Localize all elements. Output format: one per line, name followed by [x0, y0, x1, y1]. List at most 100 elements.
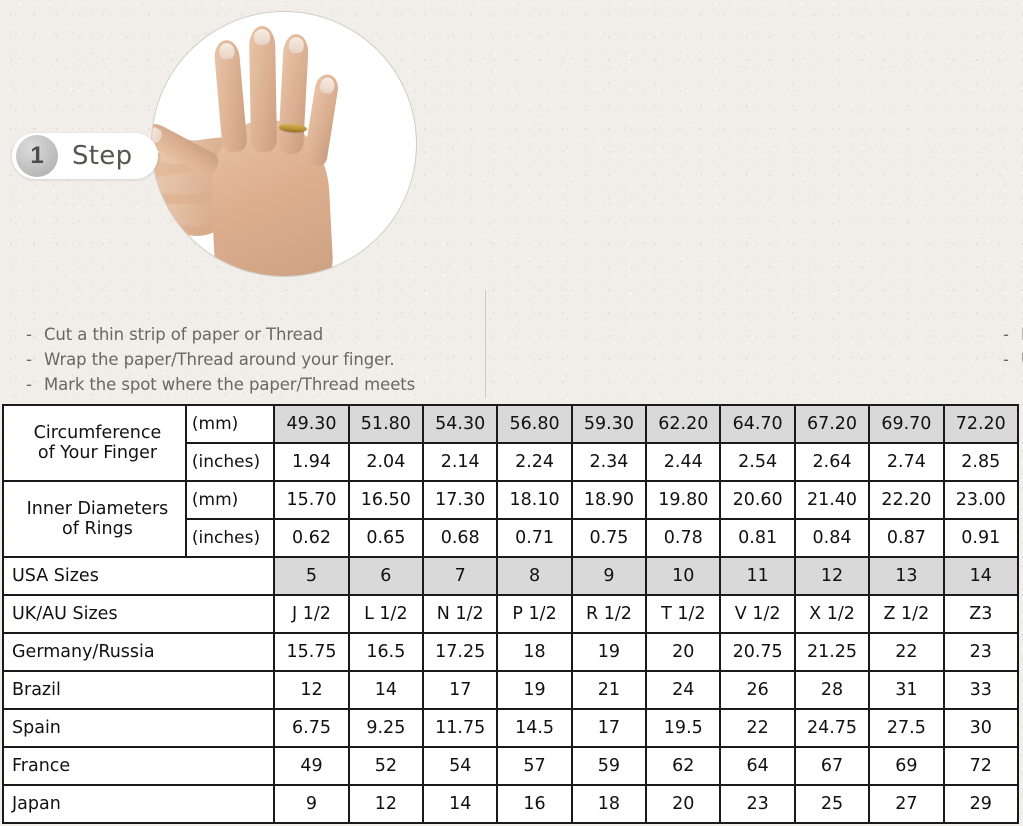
- row-header-label: Spain: [1, 708, 276, 748]
- table-cell: 62: [645, 746, 722, 786]
- table-cell: 59: [570, 746, 648, 786]
- table-cell: 72: [942, 746, 1020, 786]
- table-cell: 16.50: [347, 480, 425, 520]
- table-cell: 0.78: [645, 518, 722, 558]
- table-cell: 2.64: [793, 442, 871, 482]
- row-header-label: UK/AU Sizes: [1, 594, 276, 634]
- table-cell: 7: [422, 556, 499, 596]
- fingernail: [287, 36, 305, 54]
- table-cell: 15.70: [273, 480, 350, 520]
- table-cell: 27.5: [868, 708, 945, 748]
- table-row: Germany/Russia 15.75 16.5 17.25 18 19 20 20.75 2…: [1, 632, 1020, 672]
- table-cell: L 1/2: [347, 594, 425, 634]
- instruction-line: - Measure the length of the thread with y…: [1003, 322, 1023, 347]
- row-header-line: of Your Finger: [37, 443, 158, 463]
- table-row: France 49 52 54 57 59 62 64 67 69 72: [1, 746, 1020, 786]
- table-cell: 20.75: [719, 632, 796, 672]
- instruction-line: - Mark the spot where the paper/Thread me…: [26, 372, 415, 397]
- table-row: UK/AU Sizes J 1/2 L 1/2 N 1/2 P 1/2 R 1/2 T 1/…: [1, 594, 1020, 634]
- table-cell: 54.30: [422, 404, 499, 444]
- table-cell: 49: [273, 746, 350, 786]
- table-cell: 64: [719, 746, 796, 786]
- row-header-line: Circumference: [33, 423, 162, 443]
- table-cell: 49.30: [273, 404, 350, 444]
- table-cell: 0.84: [793, 518, 871, 558]
- bullet-dash-icon: -: [26, 325, 32, 344]
- table-cell: 22.20: [868, 480, 945, 520]
- table-cell: 56.80: [496, 404, 573, 444]
- table-cell: 0.81: [719, 518, 796, 558]
- table-cell: 19.80: [645, 480, 722, 520]
- table-row: Spain 6.75 9.25 11.75 14.5 17 19.5 22 24.75 27.5 3…: [1, 708, 1020, 748]
- table-cell: 57: [496, 746, 573, 786]
- table-cell: 9: [570, 556, 648, 596]
- row-header-label: Circumference of Your Finger: [2, 404, 187, 482]
- instruction-text: Mark the spot where the paper/Thread mee…: [44, 375, 416, 394]
- table-cell: 2.74: [868, 442, 945, 482]
- table-cell: 21.25: [793, 632, 871, 672]
- row-header-label: Germany/Russia: [1, 632, 276, 672]
- table-cell: 17.30: [422, 480, 499, 520]
- table-row: (inches) 1.94 2.04 2.14 2.24 2.34 2.44 2.54 2.64…: [3, 442, 1020, 482]
- step-1-instructions: - Cut a thin strip of paper or Thread - Wr…: [26, 322, 415, 397]
- instruction-text: Cut a thin strip of paper or Thread: [44, 325, 324, 344]
- table-cell: J 1/2: [273, 594, 350, 634]
- table-row: Inner Diameters of Rings (mm) 15.70 16.50 17.…: [2, 480, 1020, 558]
- table-cell: V 1/2: [719, 594, 796, 634]
- row-header-label: USA Sizes: [1, 556, 276, 596]
- table-cell: 6.75: [273, 708, 350, 748]
- table-cell: 67: [793, 746, 871, 786]
- table-cell: 19: [570, 632, 648, 672]
- fingernail: [253, 28, 271, 46]
- table-cell: 2.04: [347, 442, 425, 482]
- table-cell: 33: [942, 670, 1020, 710]
- table-cell: 11.75: [422, 708, 499, 748]
- table-cell: 22: [868, 632, 945, 672]
- table-cell: 11: [719, 556, 796, 596]
- table-cell: 2.34: [570, 442, 648, 482]
- table-cell: 69.70: [868, 404, 945, 444]
- table-cell: 6: [347, 556, 425, 596]
- table-cell: 19: [496, 670, 573, 710]
- table-cell: 14: [942, 556, 1020, 596]
- table-cell: 0.75: [570, 518, 648, 558]
- table-cell: 1.94: [273, 442, 350, 482]
- table-cell: 14: [422, 784, 499, 824]
- table-cell: 67.20: [793, 404, 871, 444]
- table-cell: 28: [793, 670, 871, 710]
- fingernail: [218, 42, 235, 60]
- table-cell: 19.5: [645, 708, 722, 748]
- table-cell: Z 1/2: [868, 594, 945, 634]
- step-1-badge: 1 Step: [12, 133, 159, 179]
- instruction-line: - Wrap the paper/Thread around your finge…: [26, 347, 415, 372]
- bullet-dash-icon: -: [1003, 350, 1009, 369]
- row-header-label: Brazil: [1, 670, 276, 710]
- bullet-dash-icon: -: [26, 350, 32, 369]
- row-header-label: France: [1, 746, 276, 786]
- table-cell: 18.10: [496, 480, 573, 520]
- table-cell: P 1/2: [496, 594, 573, 634]
- table-cell: 2.85: [942, 442, 1020, 482]
- table-cell: 9.25: [347, 708, 425, 748]
- table-cell: 23.00: [942, 480, 1020, 520]
- table-cell: 72.20: [942, 404, 1020, 444]
- table-cell: 0.68: [422, 518, 499, 558]
- table-cell: 18.90: [570, 480, 648, 520]
- row-header-line: Inner Diameters: [26, 499, 169, 519]
- table-cell: 8: [496, 556, 573, 596]
- table-cell: 5: [273, 556, 350, 596]
- ring-size-conversion-table: Circumference of Your Finger (mm) 49.30 51.8…: [1, 404, 1020, 824]
- table-row: Circumference of Your Finger (mm) 49.30 51.8…: [2, 404, 1020, 482]
- table-cell: 18: [570, 784, 648, 824]
- instruction-line: - Cut a thin strip of paper or Thread: [26, 322, 415, 347]
- pinky-finger: [302, 72, 341, 168]
- table-cell: 21: [570, 670, 648, 710]
- table-cell: N 1/2: [422, 594, 499, 634]
- table-cell: 14.5: [496, 708, 573, 748]
- table-cell: 27: [868, 784, 945, 824]
- table-cell: 24.75: [793, 708, 871, 748]
- table-row: USA Sizes 5 6 7 8 9 10 11 12 13 14: [1, 556, 1020, 596]
- table-cell: 17: [570, 708, 648, 748]
- table-cell: 24: [645, 670, 722, 710]
- hand-illustration: [152, 12, 416, 276]
